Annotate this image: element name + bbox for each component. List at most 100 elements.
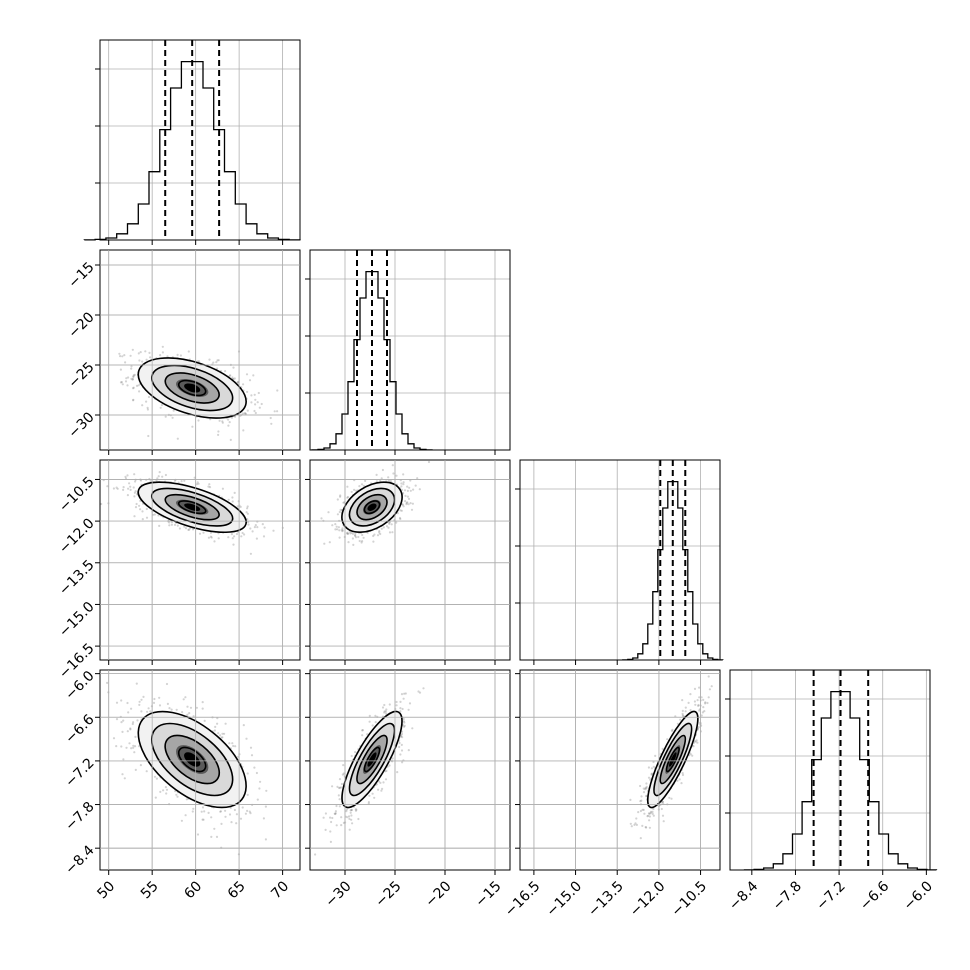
scatter-point — [129, 485, 132, 488]
contour-line — [177, 500, 207, 515]
scatter-point — [252, 374, 255, 377]
scatter-point — [171, 416, 174, 419]
scatter-point — [253, 526, 256, 529]
scatter-point — [649, 778, 652, 781]
scatter-point — [246, 809, 249, 813]
scatter-point — [391, 531, 394, 534]
scatter-point — [337, 526, 340, 529]
scatter-panel-1-2 — [309, 459, 511, 661]
scatter-point — [407, 503, 410, 506]
scatter-point — [214, 725, 217, 729]
contour-line — [363, 500, 381, 515]
panel-frame — [729, 669, 931, 871]
scatter-point — [246, 793, 249, 797]
scatter-point — [162, 789, 165, 792]
scatter-point — [235, 822, 238, 825]
scatter-point — [361, 729, 364, 732]
scatter-point — [249, 746, 253, 749]
scatter-point — [138, 390, 141, 393]
scatter-point — [353, 534, 357, 537]
scatter-point — [338, 778, 342, 781]
scatter-point — [374, 721, 377, 724]
scatter-point — [350, 814, 353, 817]
scatter-point — [254, 403, 257, 406]
scatter-point — [331, 524, 334, 527]
tick-label-x: 60 — [181, 878, 205, 902]
scatter-point — [132, 374, 135, 377]
scatter-point — [342, 501, 345, 504]
scatter-point — [120, 745, 123, 748]
scatter-point — [221, 732, 224, 735]
scatter-point — [346, 485, 349, 488]
scatter-point — [342, 772, 345, 775]
scatter-point — [195, 483, 198, 486]
scatter-point — [130, 377, 133, 380]
scatter-point — [411, 727, 414, 730]
scatter-point — [141, 360, 144, 363]
scatter-point — [402, 481, 405, 484]
scatter-point — [217, 433, 220, 436]
scatter-point — [416, 477, 419, 480]
scatter-point — [402, 492, 405, 495]
scatter-point — [257, 391, 260, 395]
scatter-point — [132, 375, 135, 378]
scatter-point — [360, 483, 364, 486]
scatter-point — [409, 502, 412, 505]
scatter-point — [231, 496, 234, 499]
scatter-point — [112, 737, 116, 740]
scatter-point — [112, 487, 115, 490]
scatter-point — [378, 530, 381, 533]
scatter-point — [402, 720, 405, 723]
scatter-point — [145, 400, 148, 403]
scatter-point — [351, 822, 354, 825]
scatter-point — [182, 698, 185, 701]
scatter-point — [401, 503, 404, 506]
scatter-point — [215, 361, 218, 364]
scatter-point — [395, 521, 398, 524]
scatter-point — [342, 821, 345, 825]
scatter-point — [648, 826, 652, 829]
scatter-point — [180, 480, 183, 483]
scatter-point — [201, 806, 205, 809]
scatter-point — [170, 523, 173, 526]
scatter-point — [132, 721, 135, 724]
scatter-point — [403, 721, 406, 724]
scatter-point — [77, 352, 79, 354]
scatter-point — [346, 532, 349, 535]
scatter-point — [682, 715, 685, 718]
scatter-point — [133, 751, 136, 754]
scatter-point — [704, 702, 707, 705]
scatter-point — [240, 535, 243, 538]
scatter-point — [350, 818, 353, 821]
scatter-point — [334, 812, 337, 815]
scatter-point — [346, 532, 349, 535]
histogram-panel-2 — [515, 459, 724, 665]
tick-label-x: −6.6 — [857, 878, 892, 913]
scatter-point — [165, 682, 169, 686]
scatter-point — [229, 438, 232, 441]
scatter-point — [383, 710, 386, 713]
scatter-point — [130, 367, 133, 370]
scatter-point — [123, 777, 126, 780]
scatter-point — [149, 710, 152, 713]
scatter-point — [358, 485, 361, 488]
scatter-point — [642, 791, 646, 794]
scatter-point — [400, 743, 403, 747]
contour-line — [177, 746, 207, 773]
scatter-point — [243, 533, 246, 536]
scatter-point — [221, 736, 224, 739]
scatter-point — [372, 534, 375, 538]
tick-label-y: −6.6 — [62, 712, 97, 747]
scatter-point — [402, 505, 405, 508]
scatter-point — [176, 437, 179, 440]
scatter-point — [188, 712, 191, 715]
scatter-point — [262, 817, 265, 820]
scatter-point — [139, 351, 142, 354]
tick-label-x: −30 — [322, 878, 354, 910]
contour-line — [356, 493, 388, 521]
scatter-point — [116, 487, 119, 490]
panel-frame — [309, 669, 511, 871]
scatter-point — [350, 531, 353, 534]
scatter-point — [124, 475, 127, 478]
scatter-point — [120, 721, 123, 724]
